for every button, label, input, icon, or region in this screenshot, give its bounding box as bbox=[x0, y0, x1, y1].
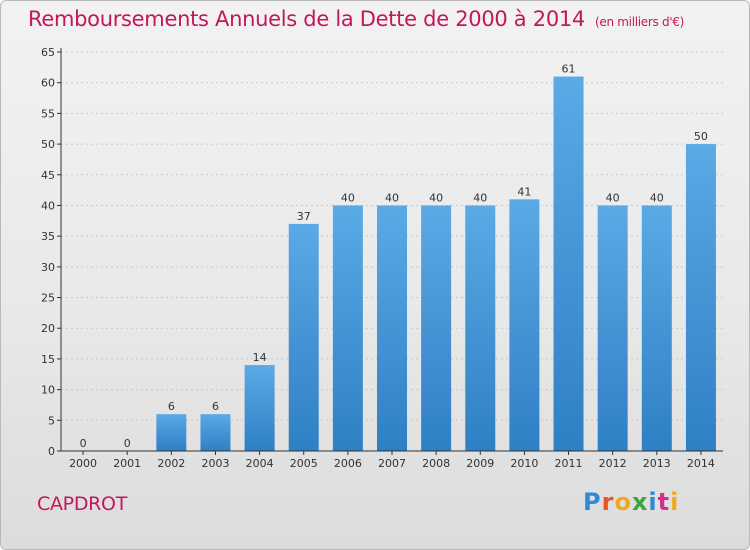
logo-letter: i bbox=[670, 488, 680, 516]
bar bbox=[200, 414, 231, 451]
logo-letter: o bbox=[614, 488, 632, 516]
x-tick-label: 2001 bbox=[113, 457, 141, 470]
bar-value-label: 37 bbox=[297, 210, 311, 223]
chart-title-text: Remboursements Annuels de la Dette de 20… bbox=[28, 7, 585, 31]
commune-name: CAPDROT bbox=[37, 493, 128, 515]
bar bbox=[641, 205, 672, 451]
bar-value-label: 40 bbox=[473, 191, 487, 204]
bar bbox=[553, 76, 584, 452]
bar-value-label: 6 bbox=[168, 400, 175, 413]
bar bbox=[244, 365, 275, 451]
logo-letter: r bbox=[601, 488, 615, 516]
y-tick-label: 55 bbox=[41, 107, 55, 120]
x-tick-label: 2007 bbox=[378, 457, 406, 470]
x-tick-label: 2006 bbox=[334, 457, 362, 470]
logo-letter: t bbox=[657, 488, 671, 516]
bar-value-label: 40 bbox=[650, 191, 664, 204]
y-tick-label: 60 bbox=[41, 77, 55, 90]
proxiti-logo: Proxiti bbox=[583, 488, 679, 516]
bar-layer: 0 0 6 6 14 37 40 40 40 40 41 61 40 40 50 bbox=[80, 63, 716, 452]
x-tick-label: 2008 bbox=[422, 457, 450, 470]
x-tick-label: 2004 bbox=[246, 457, 274, 470]
bar bbox=[509, 199, 540, 451]
x-tick-label: 2013 bbox=[643, 457, 671, 470]
y-tick-label: 0 bbox=[48, 445, 55, 458]
x-tick-label: 2003 bbox=[201, 457, 229, 470]
x-tick-label: 2002 bbox=[157, 457, 185, 470]
x-tick-label: 2011 bbox=[555, 457, 583, 470]
x-tick-label: 2005 bbox=[290, 457, 318, 470]
bar bbox=[377, 205, 407, 451]
bar-value-label: 40 bbox=[385, 191, 399, 204]
x-tick-label: 2009 bbox=[466, 457, 494, 470]
x-tick-label: 2010 bbox=[510, 457, 538, 470]
y-tick-label: 30 bbox=[41, 261, 55, 274]
bar-value-label: 50 bbox=[694, 130, 708, 143]
bar-value-label: 40 bbox=[429, 191, 443, 204]
chart-title: Remboursements Annuels de la Dette de 20… bbox=[28, 7, 684, 31]
bar bbox=[421, 205, 452, 451]
x-tick-label: 2000 bbox=[69, 457, 97, 470]
bar-value-label: 0 bbox=[124, 437, 131, 450]
y-tick-label: 50 bbox=[41, 138, 55, 151]
x-tick-label: 2012 bbox=[599, 457, 627, 470]
y-tick-label: 10 bbox=[41, 384, 55, 397]
y-tick-label: 40 bbox=[41, 199, 55, 212]
y-tick-label: 20 bbox=[41, 322, 55, 335]
bar-value-label: 61 bbox=[562, 63, 576, 76]
bar-value-label: 14 bbox=[253, 351, 267, 364]
y-tick-label: 15 bbox=[41, 353, 55, 366]
bar bbox=[465, 205, 496, 451]
y-tick-label: 45 bbox=[41, 169, 55, 182]
y-tick-label: 5 bbox=[48, 414, 55, 427]
bar-value-label: 0 bbox=[80, 437, 87, 450]
y-tick-label: 25 bbox=[41, 292, 55, 305]
bar bbox=[156, 414, 187, 451]
bar-value-label: 40 bbox=[341, 191, 355, 204]
logo-letter: P bbox=[583, 488, 602, 516]
bar-value-label: 6 bbox=[212, 400, 219, 413]
bar-value-label: 40 bbox=[606, 191, 620, 204]
y-tick-label: 65 bbox=[41, 46, 55, 59]
bar bbox=[288, 223, 319, 451]
chart-subtitle: (en milliers d'€) bbox=[595, 15, 685, 29]
logo-letter: x bbox=[631, 488, 649, 516]
bar bbox=[597, 205, 628, 451]
bar bbox=[332, 205, 363, 451]
logo-letter: i bbox=[648, 488, 658, 516]
bar-value-label: 41 bbox=[517, 185, 531, 198]
x-tick-label: 2014 bbox=[687, 457, 715, 470]
y-tick-label: 35 bbox=[41, 230, 55, 243]
bar bbox=[685, 144, 716, 452]
